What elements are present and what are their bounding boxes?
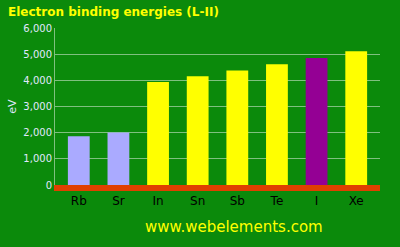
svg-text:3,000: 3,000	[23, 101, 52, 112]
svg-text:2,000: 2,000	[23, 127, 52, 138]
svg-text:6,000: 6,000	[23, 23, 52, 34]
svg-text:www.webelements.com: www.webelements.com	[145, 218, 323, 236]
svg-text:Sb: Sb	[230, 194, 245, 208]
svg-text:In: In	[152, 194, 163, 208]
svg-text:4,000: 4,000	[23, 75, 52, 86]
svg-text:0: 0	[46, 180, 52, 191]
svg-text:5,000: 5,000	[23, 49, 52, 60]
svg-text:eV: eV	[6, 99, 19, 114]
svg-text:1,000: 1,000	[23, 153, 52, 164]
svg-text:Rb: Rb	[71, 194, 87, 208]
svg-text:Sn: Sn	[190, 194, 205, 208]
svg-text:Xe: Xe	[349, 194, 364, 208]
svg-text:Sr: Sr	[112, 194, 125, 208]
svg-text:Electron binding energies (L-I: Electron binding energies (L-II)	[8, 5, 219, 19]
svg-text:I: I	[315, 194, 319, 208]
svg-text:Te: Te	[270, 194, 284, 208]
